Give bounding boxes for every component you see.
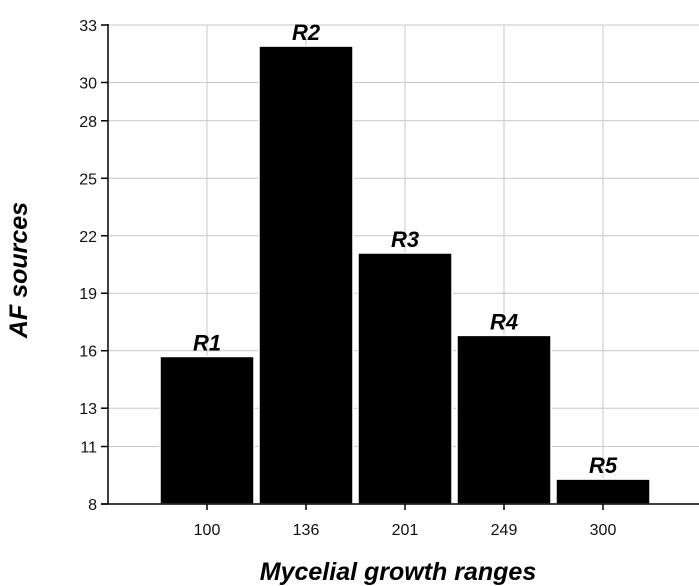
bar-label: R3 <box>391 227 419 252</box>
x-axis-title: Mycelial growth ranges <box>260 558 537 586</box>
y-tick-label: 19 <box>79 286 97 303</box>
bar <box>555 478 651 505</box>
y-tick-label: 16 <box>79 344 97 361</box>
x-tick-label: 300 <box>590 522 617 539</box>
x-tick-label: 249 <box>491 522 518 539</box>
bar-label: R5 <box>589 453 618 478</box>
y-tick-label: 8 <box>88 497 97 514</box>
bar-layer <box>159 45 651 505</box>
y-tick-label: 25 <box>79 171 97 188</box>
y-tick-label: 11 <box>80 440 97 457</box>
y-tick-label: 33 <box>79 18 97 35</box>
bar <box>159 355 255 505</box>
x-tick-label: 201 <box>392 522 419 539</box>
bar <box>258 45 354 505</box>
label-layer: R1 R2 R3 R4 R5 <box>193 20 618 478</box>
axis-layer: 8 11 13 16 19 22 25 28 30 33 100 136 201 249 300 <box>79 18 699 539</box>
y-tick-label: 22 <box>79 229 97 246</box>
y-axis-title: AF sources <box>5 202 33 339</box>
y-tick-label: 13 <box>79 401 97 418</box>
bar-label: R1 <box>193 330 221 355</box>
bar-label: R2 <box>292 20 321 45</box>
x-tick-label: 136 <box>293 522 320 539</box>
bar <box>456 334 552 505</box>
y-tick-label: 28 <box>79 114 97 131</box>
bar <box>357 252 453 505</box>
bar-label: R4 <box>490 309 518 334</box>
x-tick-label: 100 <box>194 522 221 539</box>
y-tick-label: 30 <box>79 75 97 92</box>
